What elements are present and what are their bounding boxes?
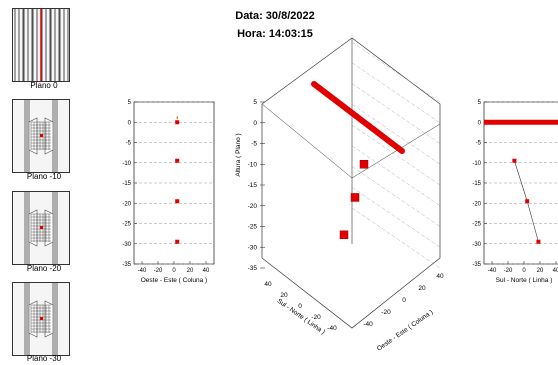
grid-line <box>351 145 441 206</box>
time-title: Hora: 14:03:15 <box>237 28 313 40</box>
z-tick-label: -25 <box>248 224 258 231</box>
plane-thumbnail-20[interactable] <box>12 191 70 265</box>
surface-band <box>484 119 558 125</box>
x-tick-label: -20 <box>381 309 391 316</box>
x-tick-label: 20 <box>537 268 544 274</box>
x-tick-label: -20 <box>504 268 513 274</box>
z-tick-label: -15 <box>248 182 258 189</box>
x-tick-label: 0 <box>172 268 176 274</box>
x-tick-label: 0 <box>522 268 526 274</box>
x-tick-label: -20 <box>154 268 163 274</box>
grid-line <box>351 207 441 269</box>
x-tick-label: -40 <box>363 321 373 328</box>
y-tick-label: 0 <box>128 120 132 126</box>
z-tick-label: -20 <box>248 203 258 210</box>
y-tick-label: -20 <box>122 201 131 207</box>
y-tick-label: -40 <box>327 325 337 332</box>
y-tick-label: -20 <box>311 314 321 321</box>
plane-20-image <box>13 192 69 264</box>
x-tick-label: 0 <box>402 297 406 304</box>
y-tick-label: -35 <box>472 262 481 268</box>
x-axis-label: Sul - Norte ( Linha ) <box>496 277 553 284</box>
surface-mark <box>176 116 178 120</box>
x-axis-label: Oeste - Este ( Coluna ) <box>141 277 207 284</box>
plane-point <box>40 226 43 229</box>
plane-point <box>40 134 43 137</box>
plane-30-image <box>13 283 69 355</box>
data-point <box>525 199 530 204</box>
data-point <box>175 199 180 204</box>
plane-thumbnail-0[interactable] <box>12 8 70 82</box>
grid-line <box>351 62 441 123</box>
grid-line <box>351 124 441 186</box>
y-tick-label: -10 <box>472 161 481 167</box>
data-point <box>339 230 349 240</box>
y-tick-label: -15 <box>122 181 131 187</box>
y-tick-label: -5 <box>476 141 482 147</box>
y-tick-label: 40 <box>264 281 272 288</box>
x-tick-label: 20 <box>418 285 426 292</box>
z-tick-label: 0 <box>253 120 257 127</box>
grid-line <box>351 166 441 227</box>
y-tick-label: 0 <box>298 303 302 310</box>
y-tick-label: 5 <box>478 100 482 106</box>
z-tick-label: -35 <box>248 265 258 272</box>
data-point <box>512 158 517 163</box>
x-tick-label: 40 <box>553 268 558 274</box>
plane-thumbnail-10[interactable] <box>12 99 70 173</box>
y-tick-label: -25 <box>472 222 481 228</box>
data-point <box>175 120 180 125</box>
x-tick-label: -40 <box>138 268 147 274</box>
x-tick-label: 40 <box>436 273 444 280</box>
y-tick-label: 0 <box>478 120 482 126</box>
plane-0-image <box>14 9 69 81</box>
y-tick-label: -5 <box>126 141 132 147</box>
y-tick-label: -30 <box>122 242 131 248</box>
z-tick-label: -5 <box>251 141 257 148</box>
date-title: Data: 30/8/2022 <box>235 10 315 22</box>
surface-band <box>311 81 405 154</box>
data-point <box>175 158 180 163</box>
y-tick-label: -30 <box>472 242 481 248</box>
plane-label-20: Plano -20 <box>26 264 62 273</box>
plane-point <box>40 317 43 320</box>
grid-line <box>351 104 441 165</box>
box-edge <box>351 123 441 179</box>
y-tick-label: 20 <box>280 292 288 299</box>
data-point <box>175 239 180 244</box>
x-tick-label: 40 <box>203 268 210 274</box>
x-tick-label: -40 <box>488 268 497 274</box>
z-axis-label: Altura ( Plano ) <box>235 133 242 176</box>
plane-label-0: Plano 0 <box>30 81 58 90</box>
west-east-chart: 5 0 -5 -10 -15 -20 -25 -30 -35 -40 -20 0 20 40 Oeste -… <box>122 100 215 284</box>
box-outline <box>261 37 441 329</box>
data-point <box>359 160 369 169</box>
plane-thumbnail-30[interactable] <box>12 282 70 356</box>
z-tick-label: -10 <box>248 161 258 168</box>
grid-line <box>351 83 441 144</box>
y-tick-label: -25 <box>122 222 131 228</box>
y-tick-label: 5 <box>128 100 132 106</box>
z-tick-label: -30 <box>248 244 258 251</box>
plane-10-image <box>13 100 69 172</box>
grid-line <box>351 187 441 248</box>
data-point <box>350 193 360 202</box>
x-tick-label: 20 <box>187 268 194 274</box>
data-point <box>536 239 541 244</box>
plane-label-10: Plano -10 <box>26 172 62 181</box>
plane-label-30: Plano -30 <box>26 354 62 363</box>
3d-chart: 5 0 -5 -10 -15 -20 -25 -30 -35 Altura ( Plano ) 40… <box>235 37 444 353</box>
y-tick-label: -15 <box>472 181 481 187</box>
y-tick-label: -10 <box>122 161 131 167</box>
box-edge <box>261 103 353 179</box>
z-tick-label: 5 <box>253 99 257 106</box>
grid-line <box>351 41 441 103</box>
y-tick-label: -35 <box>122 262 131 268</box>
y-tick-label: -20 <box>472 201 481 207</box>
